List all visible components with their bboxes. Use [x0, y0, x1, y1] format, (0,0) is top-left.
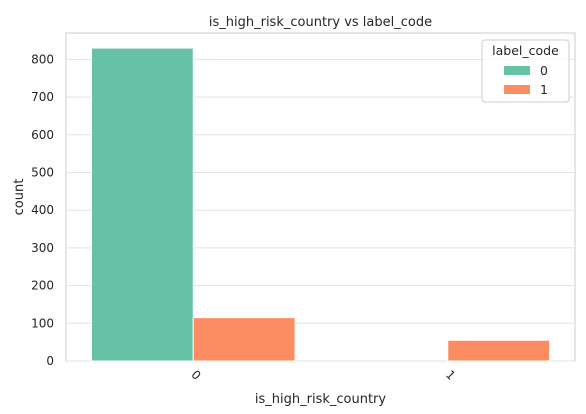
y-tick-label: 500 — [31, 165, 54, 179]
legend-title: label_code — [492, 43, 559, 58]
bar-1-series-1 — [447, 339, 551, 362]
bars — [90, 47, 551, 362]
x-tick-label: 1 — [443, 368, 458, 383]
y-tick-label: 0 — [46, 354, 54, 368]
legend-label-0: 0 — [540, 63, 548, 78]
y-tick-label: 700 — [31, 90, 54, 104]
y-axis-title: count — [12, 179, 27, 216]
y-tick-label: 200 — [31, 279, 54, 293]
x-tick-label: 0 — [188, 368, 203, 383]
legend-swatch-1 — [504, 85, 530, 94]
y-tick-label: 800 — [31, 52, 54, 66]
legend: label_code 0 1 — [481, 39, 570, 103]
bar-0-series-1 — [192, 317, 296, 362]
y-tick-label: 300 — [31, 241, 54, 255]
y-tick-label: 600 — [31, 128, 54, 142]
chart-title: is_high_risk_country vs label_code — [209, 15, 432, 30]
x-axis-title: is_high_risk_country — [255, 392, 387, 407]
bar-0-series-0 — [90, 47, 194, 362]
y-tick-labels: 0 100 200 300 400 500 600 700 800 — [31, 52, 54, 368]
legend-swatch-0 — [504, 66, 530, 75]
y-tick-label: 400 — [31, 203, 54, 217]
legend-label-1: 1 — [540, 82, 548, 97]
y-tick-label: 100 — [31, 316, 54, 330]
